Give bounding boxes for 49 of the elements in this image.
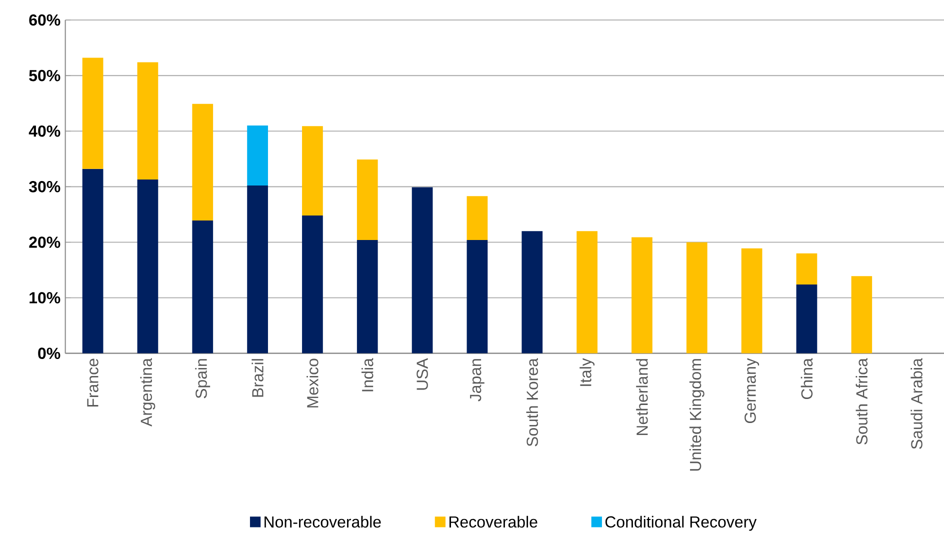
- x-tick-label: United Kingdom: [689, 359, 704, 471]
- bar: [192, 220, 214, 354]
- x-tick-label: South Africa: [856, 358, 868, 444]
- bar: [356, 159, 378, 240]
- y-tick-label: 60%: [29, 14, 60, 26]
- x-tick-label: France: [87, 358, 98, 407]
- x-tick-label: Netherland: [636, 359, 648, 435]
- bar: [741, 248, 762, 354]
- x-tick-label: Saudi Arabia: [910, 358, 922, 449]
- legend-label: Recoverable: [449, 516, 538, 528]
- bar: [247, 186, 268, 354]
- bar: [686, 242, 708, 354]
- x-tick-label: Mexico: [306, 358, 318, 408]
- bar: [522, 231, 543, 354]
- x-tick-label: Japan: [470, 359, 484, 402]
- bar: [412, 187, 433, 354]
- bar: [247, 126, 268, 186]
- x-tick-label: Germany: [744, 358, 760, 424]
- x-tick-label: China: [800, 358, 813, 400]
- bar: [82, 58, 104, 169]
- y-tick-label: 30%: [28, 181, 60, 192]
- bar: [82, 168, 104, 354]
- y-tick-label: 0%: [38, 348, 60, 359]
- y-tick-label: 20%: [29, 236, 60, 248]
- legend-label: Conditional Recovery: [605, 516, 757, 531]
- bar: [796, 253, 818, 284]
- y-tick-label: 50%: [29, 70, 60, 82]
- bar: [632, 237, 652, 354]
- bar: [137, 179, 158, 354]
- bar: [302, 216, 323, 354]
- bar: [796, 284, 818, 354]
- bar: [576, 231, 598, 354]
- x-tick-label: India: [362, 358, 374, 392]
- y-tick-label: 40%: [28, 125, 60, 137]
- x-tick-label: Brazil: [252, 359, 264, 397]
- x-tick-label: Argentina: [140, 358, 156, 427]
- x-tick-label: Spain: [195, 359, 210, 398]
- x-tick-label: South Korea: [526, 358, 538, 446]
- bar: [851, 276, 872, 354]
- x-tick-label: USA: [416, 358, 428, 390]
- bar: [137, 62, 158, 180]
- bar: [356, 240, 378, 354]
- y-tick-label: 10%: [30, 292, 60, 304]
- bar: [466, 196, 488, 240]
- bar: [466, 240, 488, 354]
- legend-label: Non-recoverable: [264, 516, 381, 528]
- x-tick-label: Italy: [580, 358, 595, 386]
- bar: [192, 104, 214, 221]
- bar: [302, 126, 323, 216]
